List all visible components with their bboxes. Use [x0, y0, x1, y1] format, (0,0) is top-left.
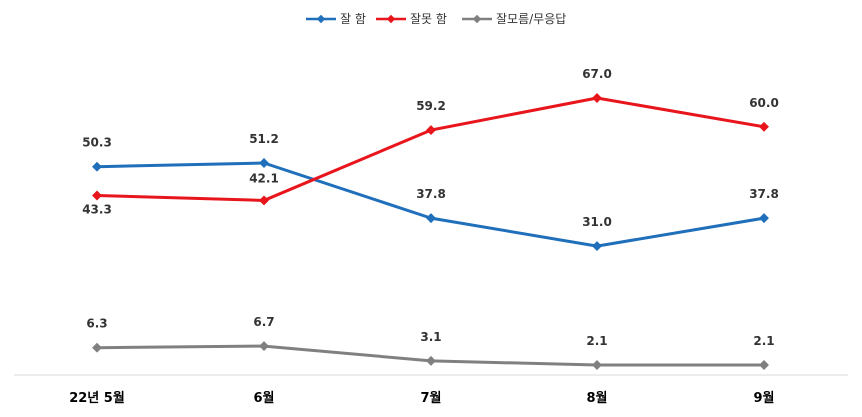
legend-label: 잘모름/무응답	[496, 12, 566, 26]
x-tick-label: 9월	[753, 390, 774, 406]
data-label: 6.3	[86, 317, 107, 331]
x-tick-label: 8월	[586, 390, 607, 406]
data-label: 43.3	[82, 203, 112, 217]
data-label: 2.1	[586, 334, 607, 348]
data-point	[592, 241, 602, 252]
data-point	[92, 342, 102, 353]
series-1: 50.3 51.2 37.8 31.0 37.8	[82, 132, 779, 252]
legend-label: 잘 함	[340, 12, 366, 26]
data-label: 31.0	[582, 215, 612, 229]
data-point	[426, 125, 436, 136]
legend-swatch-marker	[386, 14, 396, 24]
data-point	[92, 161, 102, 172]
data-point	[759, 360, 769, 370]
data-point	[259, 195, 269, 206]
data-label: 37.8	[416, 187, 446, 201]
data-label: 2.1	[753, 334, 774, 348]
x-axis: 22년 5월 6월 7월 8월 9월	[14, 374, 848, 406]
data-point	[759, 121, 769, 132]
legend-item-3: 잘모름/무응답	[462, 12, 566, 26]
legend-label: 잘못 함	[410, 12, 447, 26]
data-point	[592, 360, 602, 370]
legend-swatch-marker	[472, 14, 482, 24]
series-line	[95, 161, 766, 248]
data-point	[592, 93, 602, 103]
data-label: 6.7	[253, 315, 274, 329]
legend: 잘 함 잘못 함 잘모름/무응답	[306, 12, 566, 26]
legend-swatch-marker	[316, 14, 326, 24]
data-label: 51.2	[249, 132, 279, 146]
data-label: 67.0	[582, 67, 612, 81]
data-label: 59.2	[416, 99, 446, 113]
data-point	[259, 158, 269, 168]
data-point	[426, 213, 436, 224]
series-layer: 50.3 51.2 37.8 31.0 37.8 43.3 42.1 59.2 67.0 60.0…	[82, 67, 779, 370]
series-line	[95, 96, 766, 202]
data-label: 37.8	[749, 187, 779, 201]
legend-item-2: 잘못 함	[376, 12, 447, 26]
data-point	[759, 213, 769, 224]
data-point	[92, 190, 102, 201]
data-label: 3.1	[420, 330, 441, 344]
data-point	[259, 341, 269, 352]
data-label: 60.0	[749, 96, 779, 110]
series-3: 6.3 6.7 3.1 2.1 2.1	[86, 315, 775, 370]
series-2: 43.3 42.1 59.2 67.0 60.0	[82, 67, 779, 217]
data-label: 50.3	[82, 136, 112, 150]
x-tick-label: 22년 5월	[69, 390, 125, 406]
x-tick-label: 7월	[420, 390, 441, 406]
x-tick-label: 6월	[253, 390, 274, 406]
legend-item-1: 잘 함	[306, 12, 366, 26]
data-label: 42.1	[249, 171, 279, 185]
data-point	[426, 355, 436, 366]
